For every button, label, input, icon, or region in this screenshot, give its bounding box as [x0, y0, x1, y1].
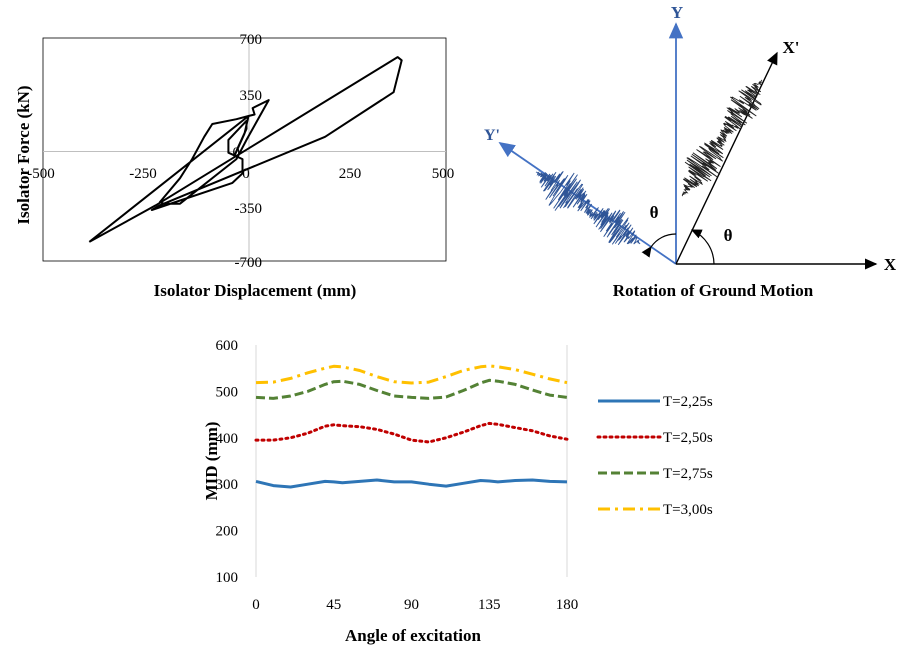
hyst-xtick-4: 500: [432, 166, 455, 182]
mid-xtick-2: 90: [404, 597, 419, 613]
legend-label-3: T=3,00s: [663, 502, 713, 518]
label-y: Y: [671, 3, 683, 22]
wave-blue-trace: [535, 171, 641, 246]
hyst-xtick-3: 250: [339, 166, 362, 182]
hyst-xtick-1: -250: [129, 166, 157, 182]
mid-ylabel: MID (mm): [202, 422, 221, 501]
mid-series-line-2: [255, 378, 568, 400]
hyst-ylabel: Isolator Force (kN): [14, 85, 33, 224]
hyst-xtick-2: 0: [242, 166, 250, 182]
hysteresis-loop-series-0: [88, 56, 403, 243]
hyst-xtick-0: -500: [27, 166, 55, 182]
mid-series-line-0: [255, 478, 568, 489]
legend-label-0: T=2,25s: [663, 394, 713, 410]
mid-series-line-3: [255, 364, 568, 385]
mid-ytick-3: 400: [216, 431, 239, 447]
mid-tick-labels: 100 200 300 400 500 600 0 45 90 135 180: [216, 338, 579, 613]
mid-ytick-0: 100: [216, 570, 239, 586]
legend-label-2: T=2,75s: [663, 466, 713, 482]
hyst-ytick-4: -700: [235, 255, 263, 271]
hysteresis-plot-frame: [42, 37, 447, 262]
theta-arc-2: [690, 229, 715, 265]
hyst-ytick-0: 700: [240, 32, 263, 48]
xprime-axis-arrow: [675, 51, 778, 265]
mid-series-line-1: [254, 421, 569, 444]
mid-xtick-3: 135: [478, 597, 501, 613]
yprime-ground-motion-wave: [535, 171, 641, 246]
mid-xtick-0: 0: [252, 597, 260, 613]
theta-arc-1: [641, 233, 677, 258]
mid-xtick-4: 180: [556, 597, 579, 613]
mid-xtick-1: 45: [326, 597, 341, 613]
xprime-ground-motion-wave: [681, 79, 763, 197]
hyst-ytick-3: -350: [235, 201, 263, 217]
wave-black-trace: [681, 79, 763, 197]
label-xprime: X': [783, 38, 800, 57]
label-theta-2: θ: [724, 226, 733, 245]
mid-ytick-4: 500: [216, 384, 239, 400]
yprime-axis-arrow: [498, 141, 677, 265]
label-yprime: Y': [484, 127, 500, 144]
hyst-ytick-2: 0: [233, 145, 241, 161]
mid-ytick-5: 600: [216, 338, 239, 354]
mid-ytick-1: 200: [216, 524, 239, 540]
hyst-ytick-1: 350: [240, 88, 263, 104]
rotation-caption: Rotation of Ground Motion: [613, 281, 814, 300]
label-theta-1: θ: [650, 203, 659, 222]
label-x: X: [884, 255, 897, 274]
mid-legend: T=2,25s T=2,50s T=2,75s T=3,00s: [596, 394, 713, 518]
hysteresis-marks: [88, 56, 403, 243]
legend-label-1: T=2,50s: [663, 430, 713, 446]
mid-series-lines: [254, 364, 569, 489]
mid-xlabel: Angle of excitation: [345, 626, 482, 645]
hyst-xlabel: Isolator Displacement (mm): [154, 281, 357, 300]
mid-ytick-2: 300: [216, 477, 239, 493]
